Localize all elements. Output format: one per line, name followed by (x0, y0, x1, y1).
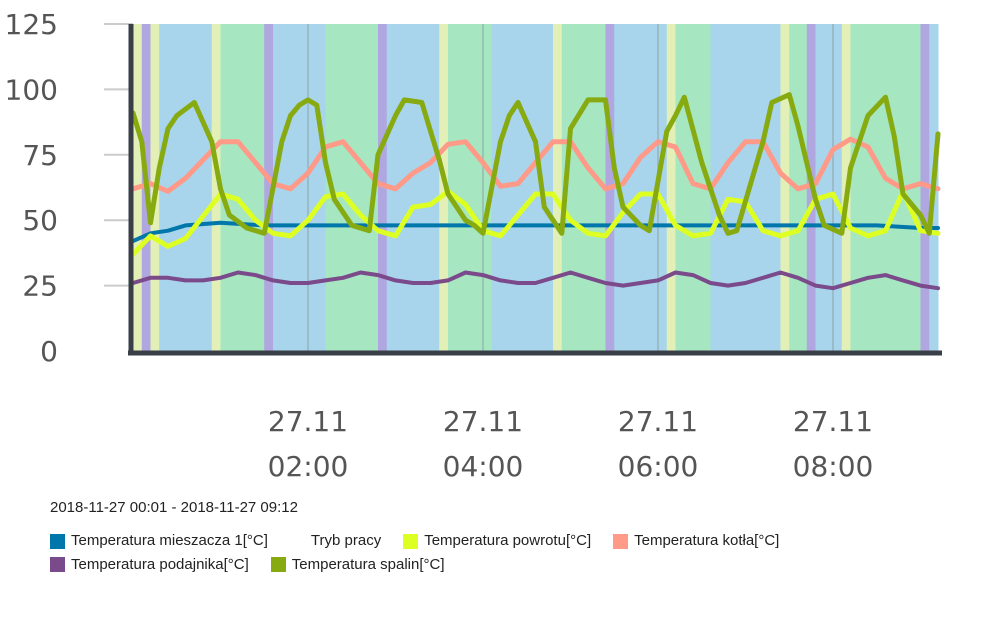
x-tick-label: 27.11 (268, 405, 348, 438)
y-tick-label: 50 (22, 204, 58, 237)
legend-label: Tryb pracy (310, 532, 382, 549)
legend-label: Temperatura powrotu[°C] (424, 532, 592, 549)
mode-band (780, 24, 790, 351)
legend-item[interactable]: Temperatura mieszacza 1[°C] (50, 531, 268, 551)
gridlines (104, 23, 834, 351)
series-lines (130, 92, 941, 291)
y-tick-label: 100 (5, 73, 58, 106)
legend-swatch (50, 557, 65, 572)
x-tick-label: 27.11 (443, 405, 523, 438)
x-tick-label: 02:00 (268, 450, 349, 483)
legend-label: Temperatura mieszacza 1[°C] (71, 532, 268, 549)
legend-item[interactable]: Tryb pracy (290, 531, 381, 551)
legend: Temperatura mieszacza 1[°C] Tryb pracy Tem… (50, 531, 950, 578)
series-line-flue (130, 92, 941, 236)
series-line-mixer (131, 220, 940, 244)
x-tick-labels: 27.11 02:00 27.11 04:00 27.11 06:00 27.11 08:00 (268, 405, 874, 483)
date-range: 2018-11-27 00:01 - 2018-11-27 09:12 (50, 499, 298, 516)
mode-band (325, 24, 379, 351)
mode-band (159, 24, 213, 351)
y-tick-label: 25 (22, 270, 58, 303)
x-tick-label: 04:00 (443, 450, 524, 483)
legend-swatch (403, 533, 419, 549)
x-tick-label: 27.11 (618, 405, 698, 438)
mode-band (553, 24, 563, 351)
x-tick-label: 08:00 (793, 450, 874, 483)
legend-swatch (50, 533, 65, 549)
x-tick-label: 06:00 (618, 450, 699, 483)
legend-label: Temperatura podajnika[°C] (71, 555, 249, 573)
mode-band (211, 24, 221, 351)
y-tick-label: 75 (22, 139, 58, 172)
legend-swatch (613, 533, 629, 549)
mode-band (264, 24, 274, 351)
legend-item[interactable]: Temperatura podajnika[°C] (50, 555, 249, 575)
series-line-feeder (131, 270, 940, 291)
mode-band (220, 24, 265, 351)
mode-band (815, 24, 843, 351)
legend-label: Temperatura spalin[°C] (291, 555, 445, 573)
legend-label: Temperatura kotła[°C] (634, 532, 780, 549)
legend-item[interactable]: Temperatura spalin[°C] (270, 555, 445, 575)
mode-band (666, 24, 676, 351)
series-line-boiler (130, 136, 941, 194)
mode-band (710, 24, 781, 351)
mode-band (448, 24, 493, 351)
legend-swatch (290, 534, 305, 549)
y-tick-label: 125 (5, 8, 58, 41)
mode-bands (133, 24, 939, 351)
y-tick-labels: 0 25 50 75 100 125 (5, 8, 58, 368)
x-tick-label: 27.11 (793, 405, 873, 438)
legend-item[interactable]: Temperatura powrotu[°C] (403, 531, 591, 551)
legend-swatch (270, 557, 286, 572)
y-tick-label: 0 (40, 335, 58, 368)
legend-item[interactable]: Temperatura kotła[°C] (613, 531, 779, 551)
chart-svg: 0 25 50 75 100 125 27.11 02:00 27.11 04:00 27.11 0… (5, 8, 942, 483)
mode-band (561, 24, 606, 351)
